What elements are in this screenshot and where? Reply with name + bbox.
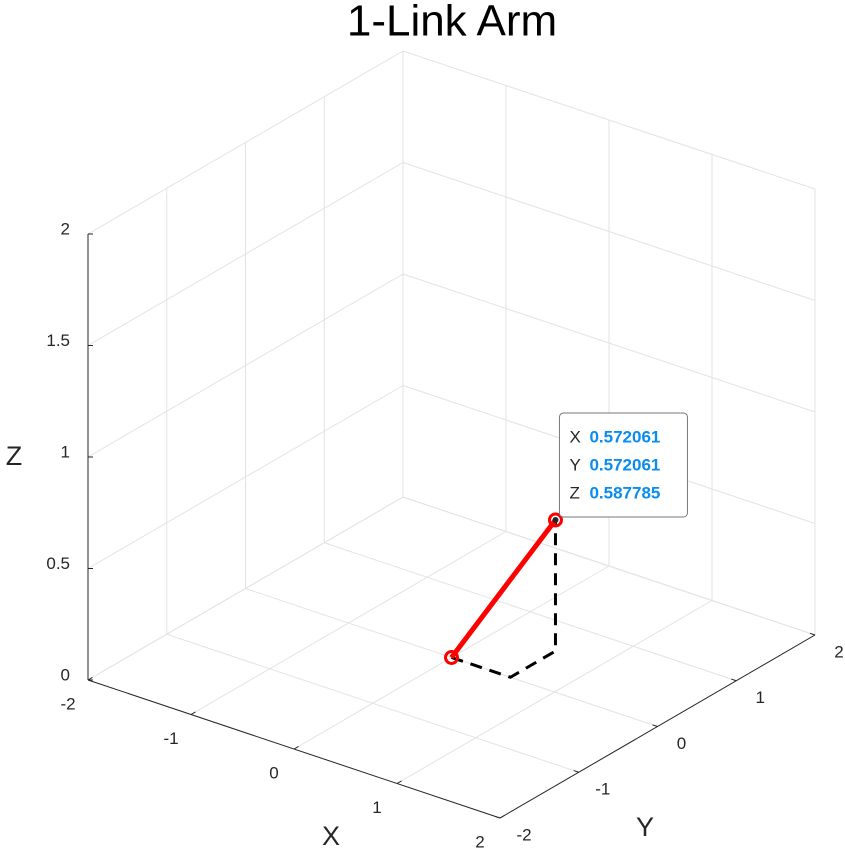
x-tick [190,711,196,715]
x-tick-label: 0 [269,763,278,782]
y-tick [809,632,816,636]
z-axis-label: Z [6,441,23,471]
x-axis-label: X [322,821,340,851]
datatip-box [558,412,688,518]
x-tick-label: 1 [372,798,381,817]
datatip: X 0.572061 Y 0.572061 Z 0.587785 [558,412,688,518]
z-tick-label: 0.5 [46,554,70,573]
chart-title: 1-Link Arm [347,0,557,46]
x-tick-label: -1 [163,729,178,748]
grid-line [87,273,404,458]
y-tick-label: 0 [677,734,686,753]
vertex [510,677,511,678]
grid-line [87,385,404,569]
grid-line [402,50,816,190]
z-tick-label: 1 [61,442,70,461]
datatip-value: 0.572061 [589,455,660,474]
projection-line [451,519,557,679]
grid-line [87,162,404,346]
x-tick [499,814,505,819]
joint-marker [547,512,563,528]
joint-marker [444,650,459,665]
arm-link [449,518,558,660]
x-tick [396,780,402,784]
grid-line [166,633,579,773]
grid-line [87,50,404,235]
datatip-key: X [569,427,580,446]
z-tick-label: 2 [61,219,70,238]
y-tick-label: 1 [756,688,765,707]
vertex [555,651,556,652]
y-tick-label: -1 [595,780,610,799]
datatip-marker [552,516,559,523]
x-tick [293,745,299,750]
grid-line [402,496,816,636]
grid-line [324,542,737,682]
z-tick-label: 0 [61,665,70,684]
grid-line [87,496,404,681]
grid-line [402,273,816,413]
y-tick [494,815,501,819]
grid-line [402,162,816,301]
y-tick-label: 2 [834,642,843,661]
y-tick [573,770,579,773]
y-axis-label: Y [636,812,654,842]
datatip-key: Y [569,455,580,474]
y-tick [731,678,737,682]
z-tick-label: 1.5 [46,331,70,350]
datatip-key: Z [569,483,579,502]
x-tick-label: -2 [60,694,75,713]
datatip-value: 0.572061 [589,427,660,446]
y-tick-label: -2 [516,825,531,844]
x-tick-label: 2 [475,832,484,851]
y-tick [652,724,658,727]
datatip-value: 0.587785 [589,483,660,502]
